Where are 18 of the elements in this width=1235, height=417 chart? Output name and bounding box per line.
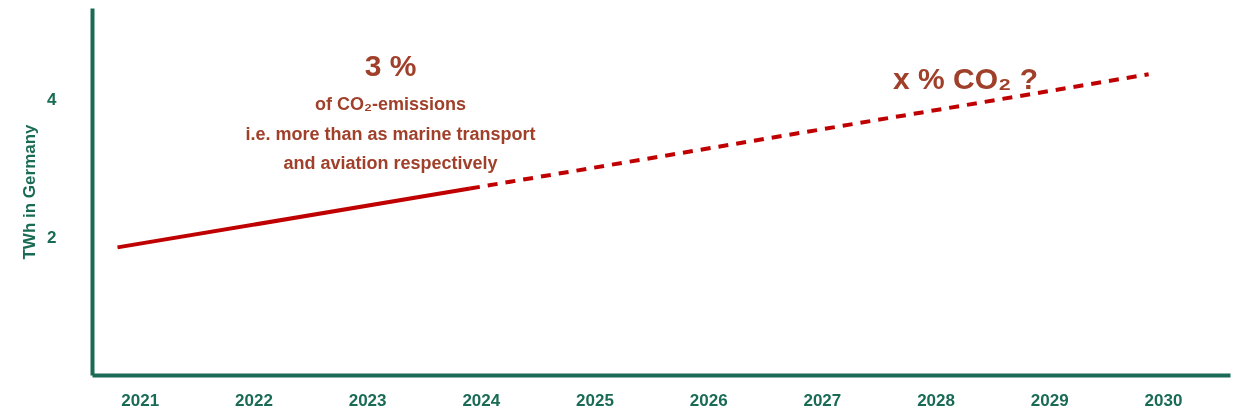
annotation: and aviation respectively [283,152,498,173]
annotation: i.e. more than as marine transport [245,123,536,144]
x-tick-label: 2021 [121,390,160,410]
y-axis-title: TWh in Germany [20,123,40,260]
x-tick-label: 2029 [1030,390,1069,410]
x-tick-label: 2026 [689,390,728,410]
x-tick-label: 2030 [1144,390,1183,410]
x-tick-label: 2027 [803,390,842,410]
annotation: x % CO₂ ? [892,62,1039,95]
x-tick-label: 2022 [235,390,273,410]
x-tick-label: 2024 [462,390,501,410]
y-tick-label: 2 [47,228,57,248]
annotation: of CO₂-emissions [314,93,467,114]
x-tick-label: 2025 [576,390,614,410]
annotation: 3 % [364,49,417,82]
y-tick-label: 4 [47,89,58,109]
x-tick-label: 2023 [348,390,387,410]
x-tick-label: 2028 [917,390,955,410]
